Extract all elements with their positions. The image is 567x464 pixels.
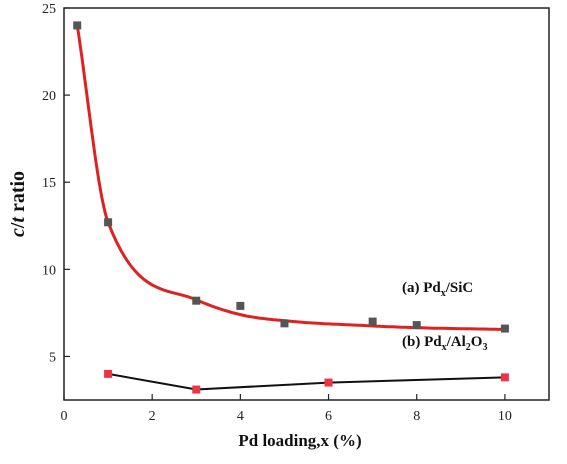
series-a-point — [500, 324, 509, 333]
series-a-point — [280, 319, 289, 328]
series-a-point — [73, 21, 82, 30]
y-tick-label: 10 — [42, 263, 56, 278]
x-tick-label: 8 — [413, 409, 420, 424]
x-tick-label: 4 — [237, 409, 244, 424]
series-a-point — [412, 321, 421, 330]
series-b-label: (b) Pdx/Al2O3 — [402, 334, 487, 353]
series-b-point — [192, 385, 201, 394]
y-tick-label: 5 — [49, 350, 56, 365]
series-a-point — [368, 317, 377, 326]
series-a-point — [236, 301, 245, 310]
y-axis-title: c/t ratio — [7, 171, 29, 237]
x-tick-label: 0 — [61, 409, 68, 424]
series-a-point — [192, 296, 201, 305]
y-tick-label: 20 — [42, 89, 56, 104]
series-a-label: (a) Pdx/SiC — [402, 280, 473, 299]
x-tick-label: 6 — [325, 409, 332, 424]
series-b-point — [500, 373, 509, 382]
y-tick-label: 25 — [42, 2, 56, 17]
plot-frame — [63, 7, 550, 401]
series-b-point — [324, 378, 333, 387]
series-a-point — [104, 218, 113, 227]
data-points — [73, 21, 509, 394]
series-b-line — [107, 372, 505, 391]
y-tick-label: 15 — [42, 176, 56, 191]
series-a-fit-curve — [75, 25, 505, 331]
series-b-point — [104, 369, 113, 378]
x-tick-label: 2 — [149, 409, 156, 424]
x-tick-label: 10 — [498, 409, 512, 424]
axis-ticks: 0 2 4 6 8 10 5 10 15 20 25 — [42, 2, 512, 424]
x-axis-title: Pd loading,x (%) — [238, 431, 361, 450]
